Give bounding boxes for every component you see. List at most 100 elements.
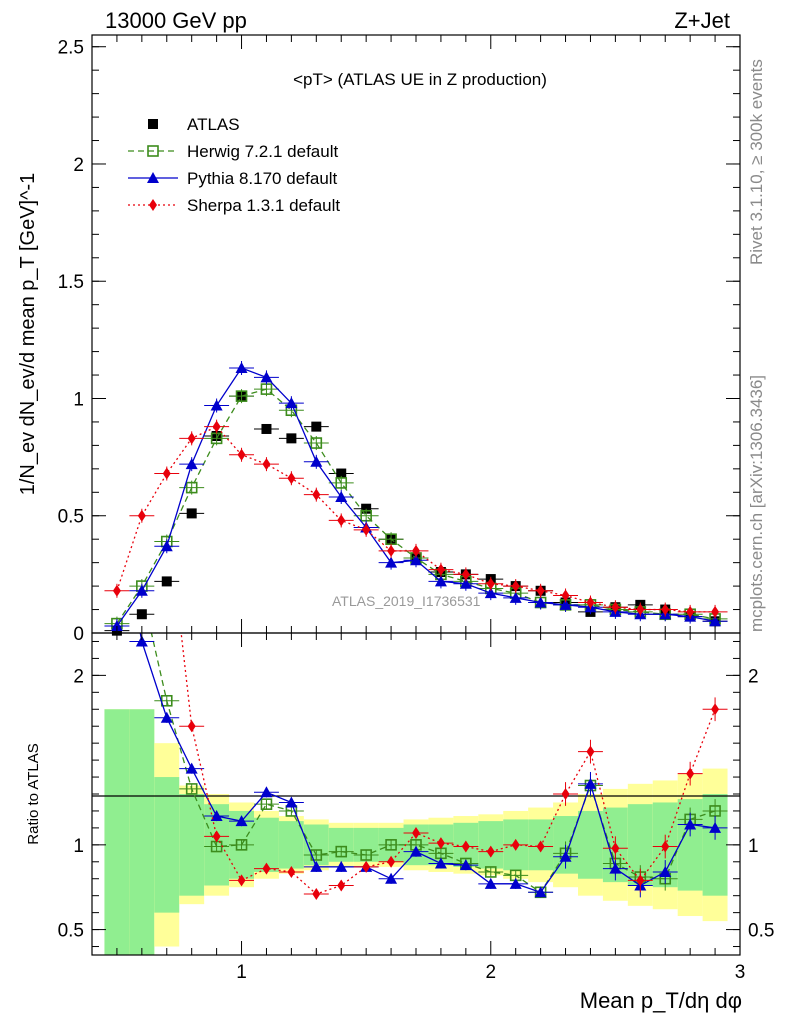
data-point xyxy=(486,577,495,590)
data-point xyxy=(534,596,547,608)
ratio-series-1 xyxy=(129,633,728,898)
ratio-point xyxy=(412,826,420,839)
header-right: Z+Jet xyxy=(674,8,730,33)
ratio-xlabel: Mean p_T/dη dφ xyxy=(580,988,742,1013)
data-point xyxy=(561,589,570,602)
data-point xyxy=(137,509,146,522)
ratio-point xyxy=(661,840,670,853)
data-point xyxy=(285,397,298,409)
data-point xyxy=(509,591,522,603)
ratio-point xyxy=(461,840,470,853)
band-inner xyxy=(578,810,603,879)
data-point xyxy=(709,615,722,627)
data-point xyxy=(536,584,545,597)
data-point xyxy=(310,455,323,467)
ratio-point xyxy=(709,821,722,833)
data-point xyxy=(362,523,371,536)
data-point xyxy=(461,568,470,581)
ratio-point xyxy=(185,783,198,795)
ratio-point xyxy=(360,849,372,861)
ratio-point xyxy=(310,860,323,872)
data-point xyxy=(412,544,420,557)
data-point xyxy=(135,584,148,596)
ratio-point xyxy=(484,866,497,878)
data-point xyxy=(361,503,372,514)
ratio-point xyxy=(385,839,397,851)
ratio-ytick-label-right: 0.5 xyxy=(748,921,774,942)
data-point xyxy=(686,605,695,618)
ratio-point xyxy=(711,703,720,716)
ratio-point xyxy=(536,840,545,853)
data-point xyxy=(287,472,296,485)
data-point xyxy=(711,605,720,618)
main-panel: ATLAS_2019_I1736531 0 0.5 1 1.5 2 2.5 <pT> (A… xyxy=(17,34,741,645)
data-point xyxy=(336,468,347,479)
legend-marker xyxy=(149,199,157,211)
ratio-point xyxy=(160,711,173,723)
ratio-point xyxy=(559,850,572,862)
data-point xyxy=(335,477,348,489)
ratio-ytick-label: 0.5 xyxy=(58,921,84,942)
data-point xyxy=(434,575,447,587)
data-point xyxy=(311,421,322,432)
legend-marker xyxy=(148,119,158,129)
mcplots-label: mcplots.cern.ch [arXiv:1306.3436] xyxy=(747,375,766,632)
ratio-ylabel: Ratio to ATLAS xyxy=(25,743,42,844)
data-point xyxy=(559,598,572,610)
data-point xyxy=(385,556,398,568)
band-inner xyxy=(179,794,205,896)
series-line xyxy=(116,425,716,613)
main-title: <pT> (ATLAS UE in Z production) xyxy=(293,70,547,89)
legend-label: Herwig 7.2.1 default xyxy=(187,142,338,161)
legend-label: ATLAS xyxy=(187,115,240,134)
ratio-point xyxy=(335,845,348,858)
data-point xyxy=(185,458,198,470)
ratio-point xyxy=(260,798,273,810)
ratio-ticks: 0.5 0.5 1 1 2 2 1 2 3 xyxy=(58,633,774,983)
data-point xyxy=(312,488,321,501)
data-point xyxy=(286,433,297,444)
ratio-point xyxy=(709,805,721,817)
data-point xyxy=(310,437,323,449)
ratio-xtick-label: 3 xyxy=(735,962,746,983)
data-point xyxy=(112,584,121,597)
header-left: 13000 GeV pp xyxy=(105,8,247,33)
data-point xyxy=(261,423,272,434)
ratio-point xyxy=(210,810,223,822)
ratio-point xyxy=(135,635,148,647)
ratio-point xyxy=(335,860,348,872)
ratio-point xyxy=(387,855,396,868)
ratio-panel: 0.5 0.5 1 1 2 2 1 2 3 Ratio to ATLAS Mean p_T/dη… xyxy=(25,632,774,1013)
band-inner xyxy=(129,709,155,955)
band-inner xyxy=(478,821,504,869)
main-ytick-label: 2 xyxy=(73,155,84,176)
ratio-series-2 xyxy=(179,633,728,900)
band-inner xyxy=(154,777,180,913)
data-point xyxy=(162,467,171,480)
ratio-point xyxy=(459,859,472,871)
ratio-point xyxy=(659,865,672,877)
ratio-point xyxy=(509,877,522,889)
ratio-xtick-label: 1 xyxy=(236,962,247,983)
ratio-point xyxy=(212,830,221,843)
series-line xyxy=(116,367,716,627)
ratio-point xyxy=(486,845,495,858)
ratio-point xyxy=(586,745,595,758)
analysis-watermark: ATLAS_2019_I1736531 xyxy=(332,593,481,609)
ratio-point xyxy=(235,839,248,851)
data-point xyxy=(235,362,248,374)
ratio-point xyxy=(484,877,497,889)
ratio-ytick-label-right: 1 xyxy=(748,836,759,857)
main-ticks: 0 0.5 1 1.5 2 2.5 xyxy=(58,35,741,645)
legend-label: Sherpa 1.3.1 default xyxy=(187,196,340,215)
data-point xyxy=(661,603,670,616)
data-point xyxy=(186,508,197,519)
data-point xyxy=(212,420,221,433)
ratio-point xyxy=(636,874,645,887)
main-series xyxy=(104,361,728,636)
ratio-point xyxy=(684,818,697,830)
data-point xyxy=(611,601,620,614)
main-ytick-label: 2.5 xyxy=(58,38,84,59)
main-ytick-label: 0 xyxy=(73,624,84,645)
